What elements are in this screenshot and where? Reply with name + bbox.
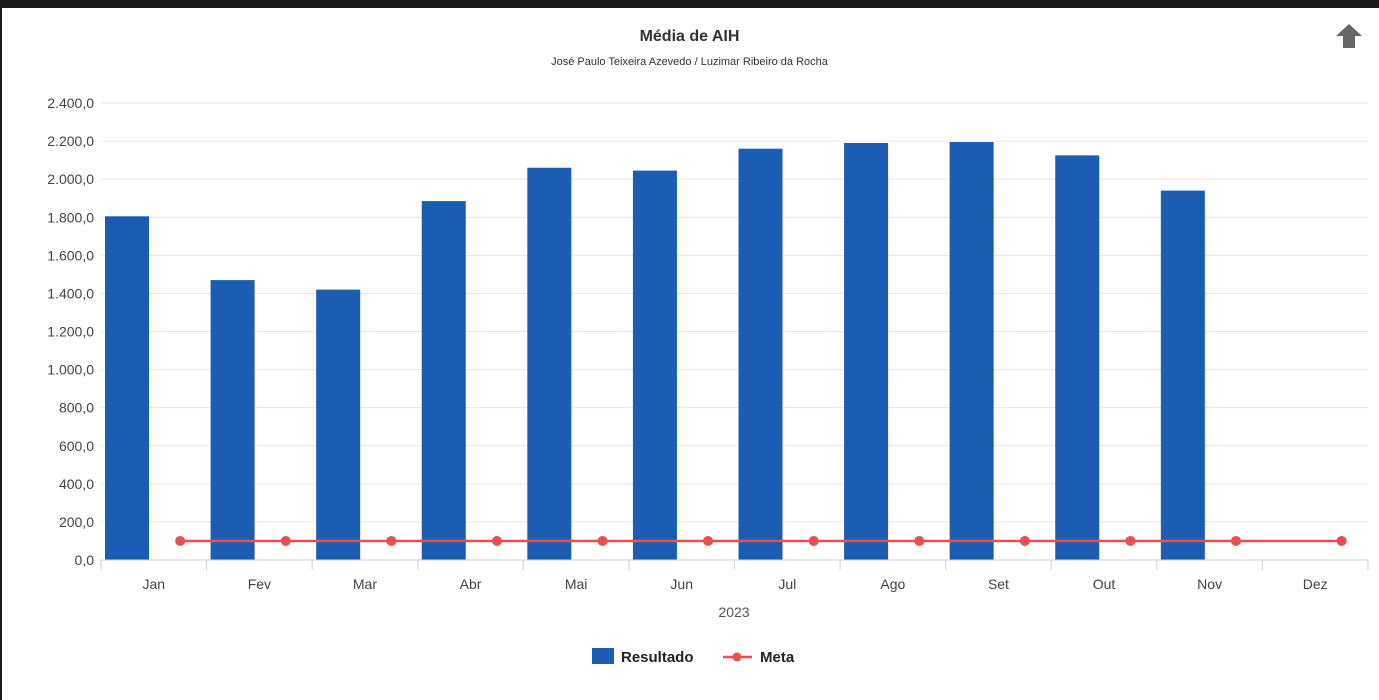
- x-tick-label: Fev: [248, 576, 271, 592]
- point-meta[interactable]: [1019, 535, 1030, 546]
- bar-resultado[interactable]: [949, 142, 994, 561]
- bar-resultado[interactable]: [421, 201, 466, 561]
- x-tick-label: Dez: [1303, 576, 1328, 592]
- y-tick-label: 1.600,0: [47, 247, 94, 263]
- x-tick-label: Set: [988, 576, 1009, 592]
- x-tick-label: Nov: [1197, 576, 1222, 592]
- x-axis-title: 2023: [718, 604, 749, 620]
- x-tick-label: Jun: [670, 576, 693, 592]
- point-meta[interactable]: [1231, 535, 1242, 546]
- y-tick-label: 2.400,0: [47, 95, 94, 111]
- y-tick-label: 1.800,0: [47, 209, 94, 225]
- point-meta[interactable]: [597, 535, 608, 546]
- y-tick-label: 400,0: [59, 476, 94, 492]
- point-meta[interactable]: [914, 535, 925, 546]
- chart-title: Média de AIH: [639, 28, 740, 45]
- y-tick-label: 200,0: [59, 514, 94, 530]
- legend: Resultado Meta: [592, 648, 795, 666]
- bar-resultado[interactable]: [1055, 155, 1100, 561]
- legend-swatch-resultado[interactable]: [592, 648, 614, 664]
- x-tick-label: Jan: [143, 576, 166, 592]
- bar-resultado[interactable]: [527, 167, 572, 560]
- bar-resultado[interactable]: [844, 142, 889, 561]
- legend-marker-meta[interactable]: [732, 652, 742, 662]
- point-meta[interactable]: [1125, 535, 1136, 546]
- x-tick-label: Mar: [353, 576, 377, 592]
- x-tick-label: Jul: [778, 576, 796, 592]
- point-meta[interactable]: [280, 535, 291, 546]
- y-tick-label: 600,0: [59, 438, 94, 454]
- y-tick-label: 2.200,0: [47, 133, 94, 149]
- point-meta[interactable]: [703, 535, 714, 546]
- y-tick-label: 1.200,0: [47, 324, 94, 340]
- bar-resultado[interactable]: [738, 148, 783, 560]
- point-meta[interactable]: [808, 535, 819, 546]
- point-meta[interactable]: [1336, 535, 1347, 546]
- bar-resultado[interactable]: [316, 289, 361, 560]
- point-meta[interactable]: [386, 535, 397, 546]
- x-tick-label: Out: [1093, 576, 1116, 592]
- point-meta[interactable]: [491, 535, 502, 546]
- point-meta[interactable]: [175, 535, 186, 546]
- y-tick-label: 2.000,0: [47, 171, 94, 187]
- x-tick-label: Abr: [460, 576, 482, 592]
- bar-resultado[interactable]: [1160, 190, 1205, 560]
- y-tick-label: 0,0: [75, 552, 95, 568]
- y-tick-label: 1.400,0: [47, 285, 94, 301]
- bar-resultado[interactable]: [210, 280, 255, 560]
- arrow-up-icon[interactable]: [1334, 22, 1364, 50]
- x-tick-label: Mai: [565, 576, 588, 592]
- y-tick-label: 1.000,0: [47, 362, 94, 378]
- x-tick-label: Ago: [880, 576, 905, 592]
- bar-resultado[interactable]: [632, 170, 677, 561]
- chart-subtitle: José Paulo Teixeira Azevedo / Luzimar Ri…: [551, 56, 828, 68]
- y-tick-label: 800,0: [59, 400, 94, 416]
- legend-label-meta[interactable]: Meta: [760, 649, 795, 666]
- bar-resultado[interactable]: [105, 216, 149, 560]
- legend-label-resultado[interactable]: Resultado: [621, 649, 694, 666]
